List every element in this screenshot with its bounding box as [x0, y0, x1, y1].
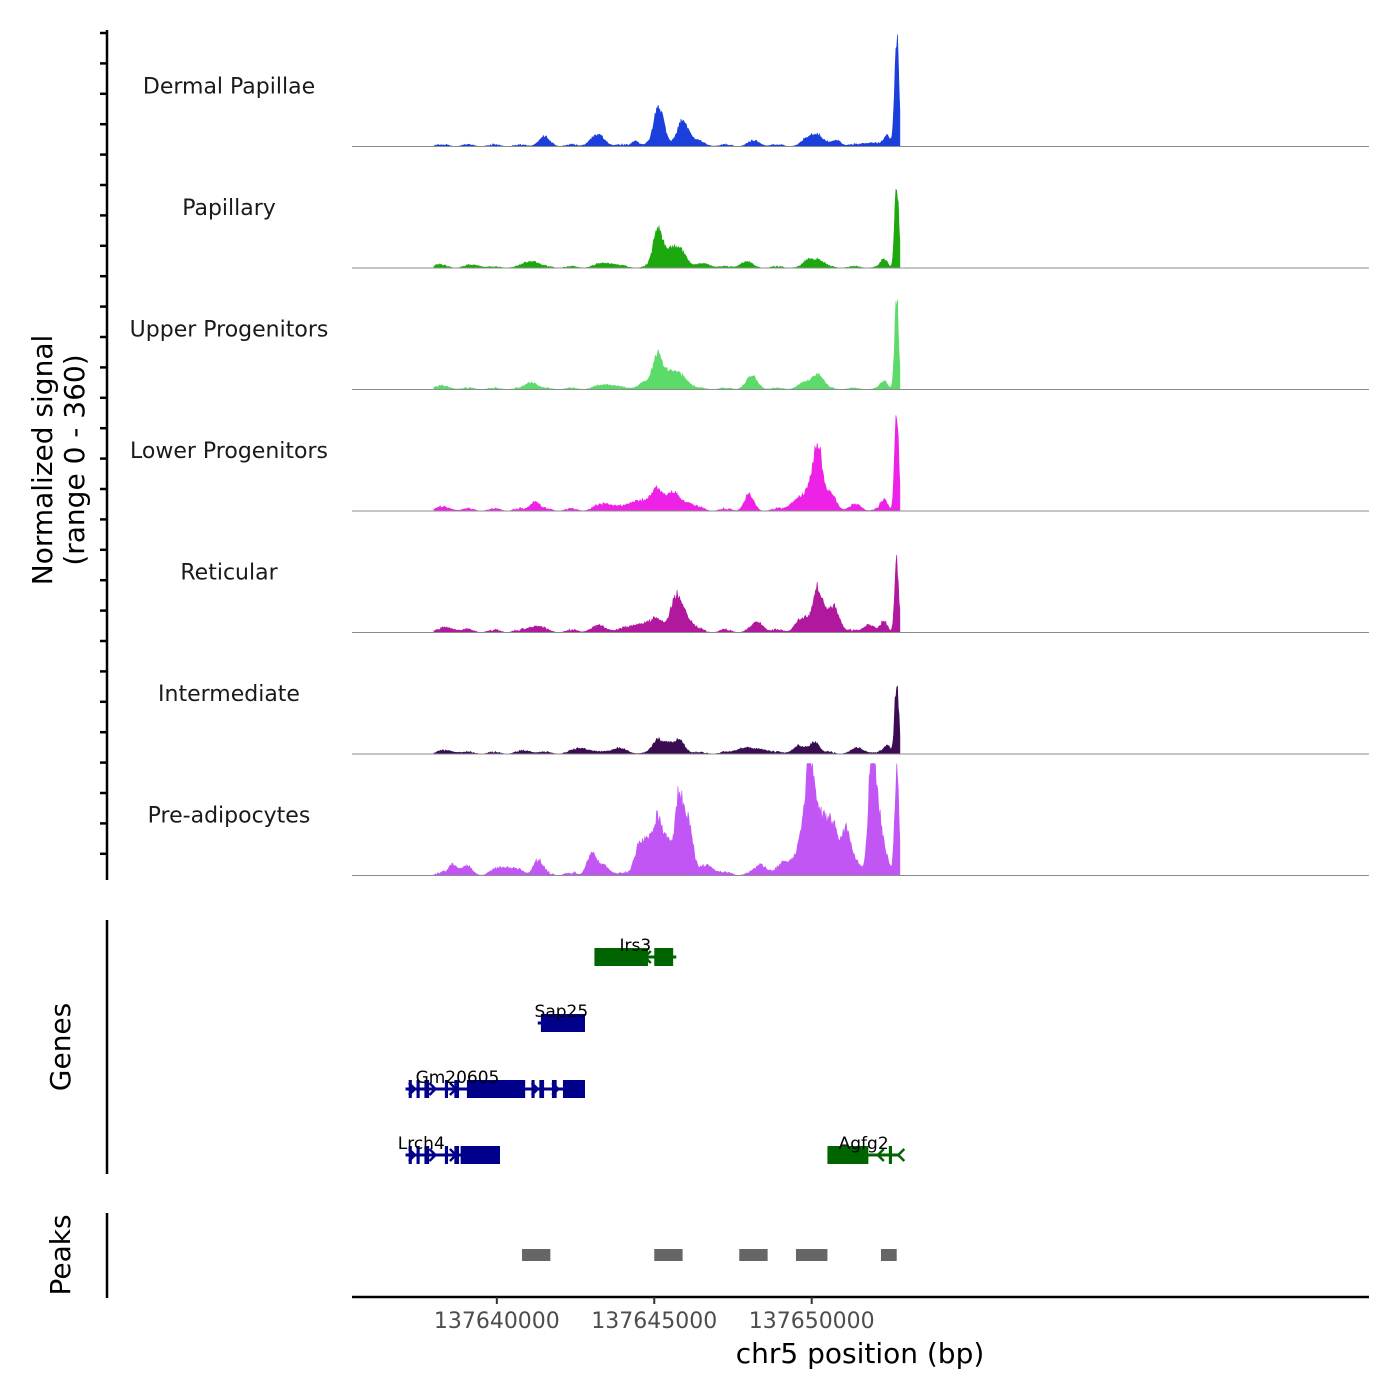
gene-exon	[827, 1146, 869, 1164]
coverage-track: Dermal Papillae	[143, 34, 1369, 147]
coverage-track: Reticular	[180, 554, 1369, 633]
coverage-area	[433, 34, 901, 147]
coverage-area	[433, 415, 901, 512]
x-tick-label: 137650000	[749, 1309, 875, 1334]
gene-exon	[540, 1014, 585, 1032]
strand-arrow	[428, 1148, 438, 1162]
coverage-tracks: Dermal Papillae Papillary Upper Progenitor…	[130, 34, 1369, 876]
track-label: Reticular	[180, 561, 278, 586]
x-axis-title: chr5 position (bp)	[736, 1337, 985, 1370]
coverage-track: Intermediate	[158, 682, 1369, 755]
gene-exon	[551, 1080, 557, 1098]
x-tick-label: 137645000	[591, 1309, 717, 1334]
gene-exon	[454, 1146, 460, 1164]
strand-arrow	[896, 1148, 906, 1162]
coverage-area	[433, 554, 901, 633]
gene-exon	[416, 1080, 420, 1098]
track-label: Lower Progenitors	[130, 439, 328, 464]
coverage-area	[433, 685, 901, 755]
track-label: Dermal Papillae	[143, 75, 315, 100]
coverage-track: Papillary	[182, 188, 1369, 269]
coverage-area	[433, 763, 901, 876]
peak-region	[739, 1249, 768, 1261]
gene-exon	[444, 1080, 449, 1098]
gene-exon	[654, 948, 674, 966]
peak-region	[522, 1249, 551, 1261]
track-label: Papillary	[182, 196, 276, 221]
x-tick-label: 137640000	[434, 1309, 560, 1334]
coverage-area	[433, 299, 901, 390]
y-axis-title-line1: Normalized signal	[26, 335, 59, 586]
gene-name-label: Gm20605	[416, 1068, 500, 1088]
strand-arrow	[876, 1148, 885, 1162]
gene-exon	[539, 1080, 545, 1098]
coverage-track: Pre-adipocytes	[148, 763, 1369, 876]
gene-exon	[424, 1080, 430, 1098]
peak-region	[654, 1249, 683, 1261]
gene-exon	[594, 948, 648, 966]
peaks-panel-title: Peaks	[44, 1214, 77, 1295]
gene-name-label: Irs3	[620, 936, 652, 956]
gene-exon	[531, 1080, 535, 1098]
gene-exon	[408, 1146, 412, 1164]
gene-exon	[444, 1146, 449, 1164]
gene-model: Irs3	[594, 936, 677, 966]
track-label: Upper Progenitors	[130, 318, 329, 343]
gene-exon	[416, 1146, 420, 1164]
gene-exon	[460, 1146, 500, 1164]
coverage-y-axis	[100, 30, 109, 880]
peak-region	[880, 1249, 897, 1261]
gene-model: Sap25	[535, 1002, 589, 1032]
gene-model: Lrch4	[398, 1134, 500, 1164]
peak-region	[795, 1249, 828, 1261]
gene-model: Agfg2	[827, 1134, 906, 1164]
gene-exon	[888, 1146, 892, 1164]
coverage-area	[433, 188, 901, 269]
peak-regions	[522, 1249, 897, 1261]
gene-name-label: Agfg2	[839, 1134, 889, 1154]
gene-exon	[562, 1080, 585, 1098]
gene-model: Gm20605	[405, 1068, 585, 1098]
strand-arrow	[428, 1082, 438, 1096]
x-axis-ticks: 137640000 137645000 137650000	[434, 1297, 875, 1334]
track-label: Intermediate	[158, 682, 300, 707]
gene-annotations: Irs3 Sap25 Gm20605 Lrch4 Agfg2	[398, 936, 906, 1164]
gene-name-label: Sap25	[535, 1002, 589, 1022]
gene-exon	[466, 1080, 526, 1098]
genes-panel-title: Genes	[44, 1003, 77, 1091]
track-label: Pre-adipocytes	[148, 804, 311, 829]
gene-exon	[408, 1080, 412, 1098]
gene-name-label: Lrch4	[398, 1134, 445, 1154]
gene-exon	[424, 1146, 430, 1164]
coverage-track: Upper Progenitors	[130, 299, 1369, 390]
gene-exon	[454, 1080, 460, 1098]
y-axis-title-line2: (range 0 - 360)	[58, 354, 91, 565]
coverage-track: Lower Progenitors	[130, 415, 1369, 512]
